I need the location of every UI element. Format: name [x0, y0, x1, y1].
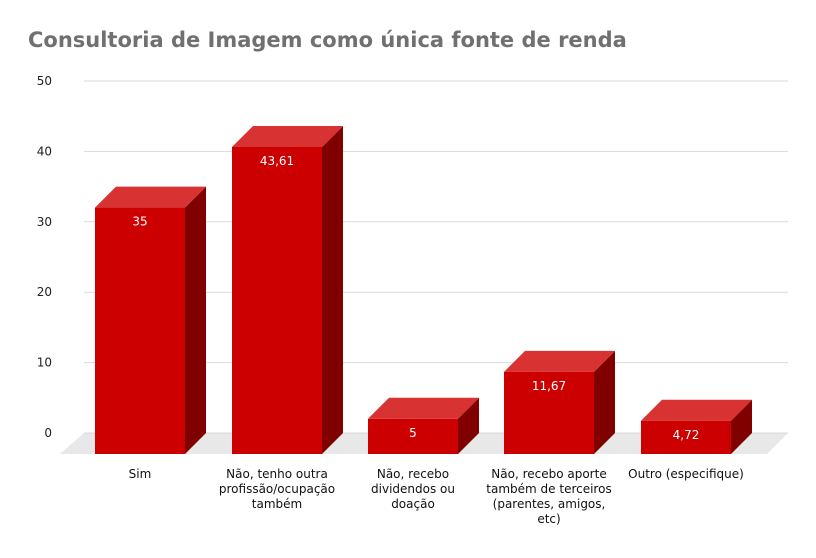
bar-side	[185, 186, 206, 454]
bar-top	[368, 397, 479, 419]
x-tick-label-line: Não, recebo aporte	[491, 467, 606, 481]
bar-top	[232, 125, 343, 147]
bar	[641, 420, 731, 454]
bar-side	[594, 350, 615, 454]
y-tick-label: 0	[44, 426, 52, 440]
y-tick-label: 50	[37, 74, 52, 88]
y-tick-label: 10	[37, 356, 52, 370]
x-tick-label-line: também de terceiros	[486, 482, 611, 496]
x-tick-label-line: Não, tenho outra	[226, 467, 328, 481]
data-label: 5	[409, 426, 417, 440]
bar-side	[731, 399, 752, 454]
x-tick-label: Não, tenho outra profissão/ocupação também	[219, 467, 335, 511]
x-tick-label: Outro (especifique)	[628, 467, 744, 481]
bar-top	[641, 399, 752, 421]
x-tick-label-line: (parentes, amigos,	[493, 497, 606, 511]
x-tick-label-line: profissão/ocupação	[219, 482, 335, 496]
bar-side	[458, 397, 479, 454]
data-label: 35	[132, 215, 147, 229]
x-tick-label-line: dividendos ou	[371, 482, 455, 496]
x-tick-label-line: doação	[391, 497, 435, 511]
chart-title: Consultoria de Imagem como única fonte d…	[28, 28, 627, 52]
data-label: 11,67	[532, 379, 566, 393]
data-label: 4,72	[673, 428, 700, 442]
x-tick-label-line: Sim	[129, 467, 152, 481]
x-tick-label-line: também	[252, 497, 302, 511]
x-tick-label: Sim	[129, 467, 152, 481]
y-tick-label: 40	[37, 144, 52, 158]
bar-top	[95, 186, 206, 208]
y-tick-label: 20	[37, 285, 52, 299]
x-tick-label-line: Não, recebo	[377, 467, 449, 481]
data-label: 43,61	[260, 154, 294, 168]
bar	[504, 371, 594, 454]
bar	[95, 207, 185, 454]
y-tick-label: 30	[37, 215, 52, 229]
bar	[368, 418, 458, 454]
bar	[232, 146, 322, 454]
bar-side	[322, 125, 343, 455]
x-tick-label-line: etc)	[537, 512, 560, 526]
x-tick-label: Não, recebo aporte também de terceiros (pa…	[486, 467, 611, 526]
bar-top	[504, 350, 615, 372]
x-tick-label-line: Outro (especifique)	[628, 467, 744, 481]
x-tick-label: Não, recebo dividendos ou doação	[371, 467, 455, 511]
